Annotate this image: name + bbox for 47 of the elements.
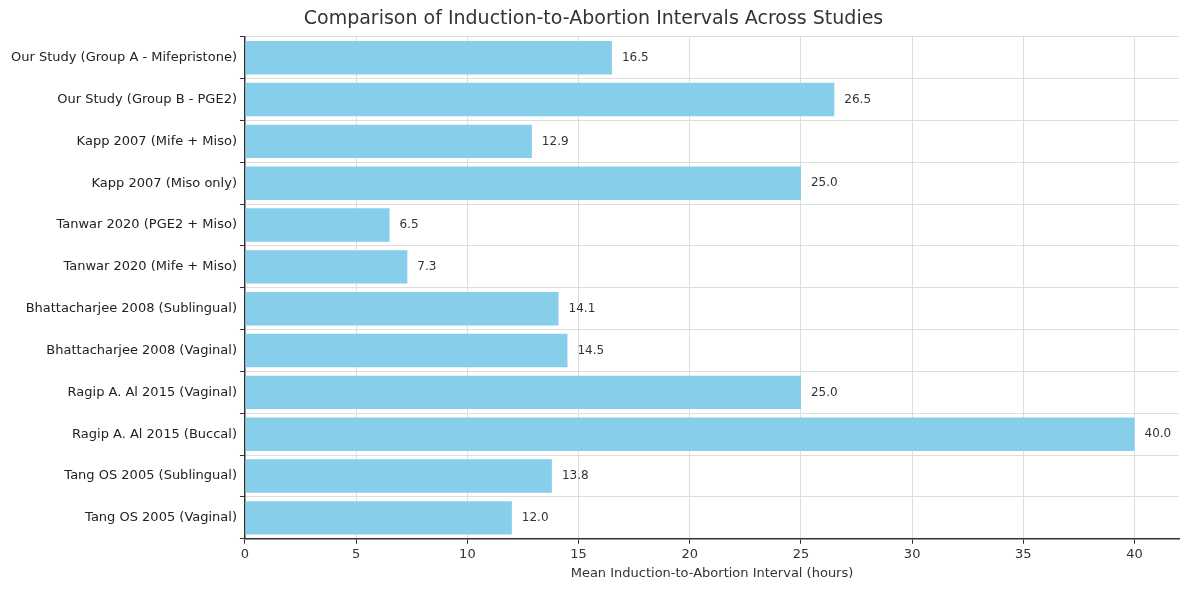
x-axis-title: Mean Induction-to-Abortion Interval (hours) [570, 564, 854, 580]
y-tick-label: Bhattacharjee 2008 (Sublingual) [25, 300, 237, 316]
y-tick-label: Kapp 2007 (Miso only) [91, 174, 237, 190]
bar [245, 40, 612, 75]
x-tick-label: 15 [570, 545, 587, 561]
data-label: 14.5 [577, 342, 605, 357]
data-label: 14.1 [568, 300, 596, 315]
data-label: 13.8 [561, 468, 589, 483]
y-tick-label: Tanwar 2020 (PGE2 + Miso) [55, 216, 237, 232]
data-label: 12.9 [541, 133, 569, 148]
bar [245, 250, 408, 284]
bar [245, 459, 552, 493]
x-tick-label: 10 [459, 545, 476, 561]
x-tick-label: 30 [903, 545, 921, 561]
bar [245, 208, 390, 242]
data-label: 7.3 [417, 259, 437, 274]
data-label: 25.0 [810, 175, 838, 190]
bar [245, 166, 801, 200]
data-label: 26.5 [844, 91, 872, 106]
x-tick-label: 20 [681, 545, 699, 561]
y-tick-label: Ragip A. Al 2015 (Vaginal) [67, 383, 237, 399]
data-label: 25.0 [810, 384, 838, 399]
x-tick-label: 40 [1126, 545, 1143, 561]
x-tick-label: 0 [240, 545, 250, 561]
data-label: 40.0 [1144, 426, 1172, 441]
y-tick-label: Ragip A. Al 2015 (Buccal) [72, 425, 237, 441]
bar [245, 333, 568, 368]
bar [245, 124, 532, 159]
data-label: 12.0 [521, 510, 549, 525]
y-tick-label: Tanwar 2020 (Mife + Miso) [62, 258, 237, 274]
bar [245, 375, 801, 410]
bar [245, 417, 1135, 451]
y-tick-label: Bhattacharjee 2008 (Vaginal) [46, 341, 237, 357]
bar [245, 501, 512, 535]
data-label: 6.5 [399, 217, 419, 232]
x-tick-label: 5 [352, 545, 361, 561]
x-tick-label: 25 [792, 545, 810, 561]
chart-title: Comparison of Induction-to-Abortion Intervals Across Studies [303, 6, 884, 29]
data-label: 16.5 [621, 49, 649, 64]
y-tick-label: Tang OS 2005 (Vaginal) [84, 509, 237, 525]
bar [245, 82, 835, 117]
y-tick-label: Kapp 2007 (Mife + Miso) [76, 132, 237, 148]
y-tick-label: Tang OS 2005 (Sublingual) [63, 467, 237, 483]
x-tick-label: 35 [1015, 545, 1032, 561]
bar [245, 291, 559, 326]
y-tick-label: Our Study (Group B - PGE2) [57, 90, 237, 106]
y-tick-label: Our Study (Group A - Mifepristone) [10, 49, 237, 65]
